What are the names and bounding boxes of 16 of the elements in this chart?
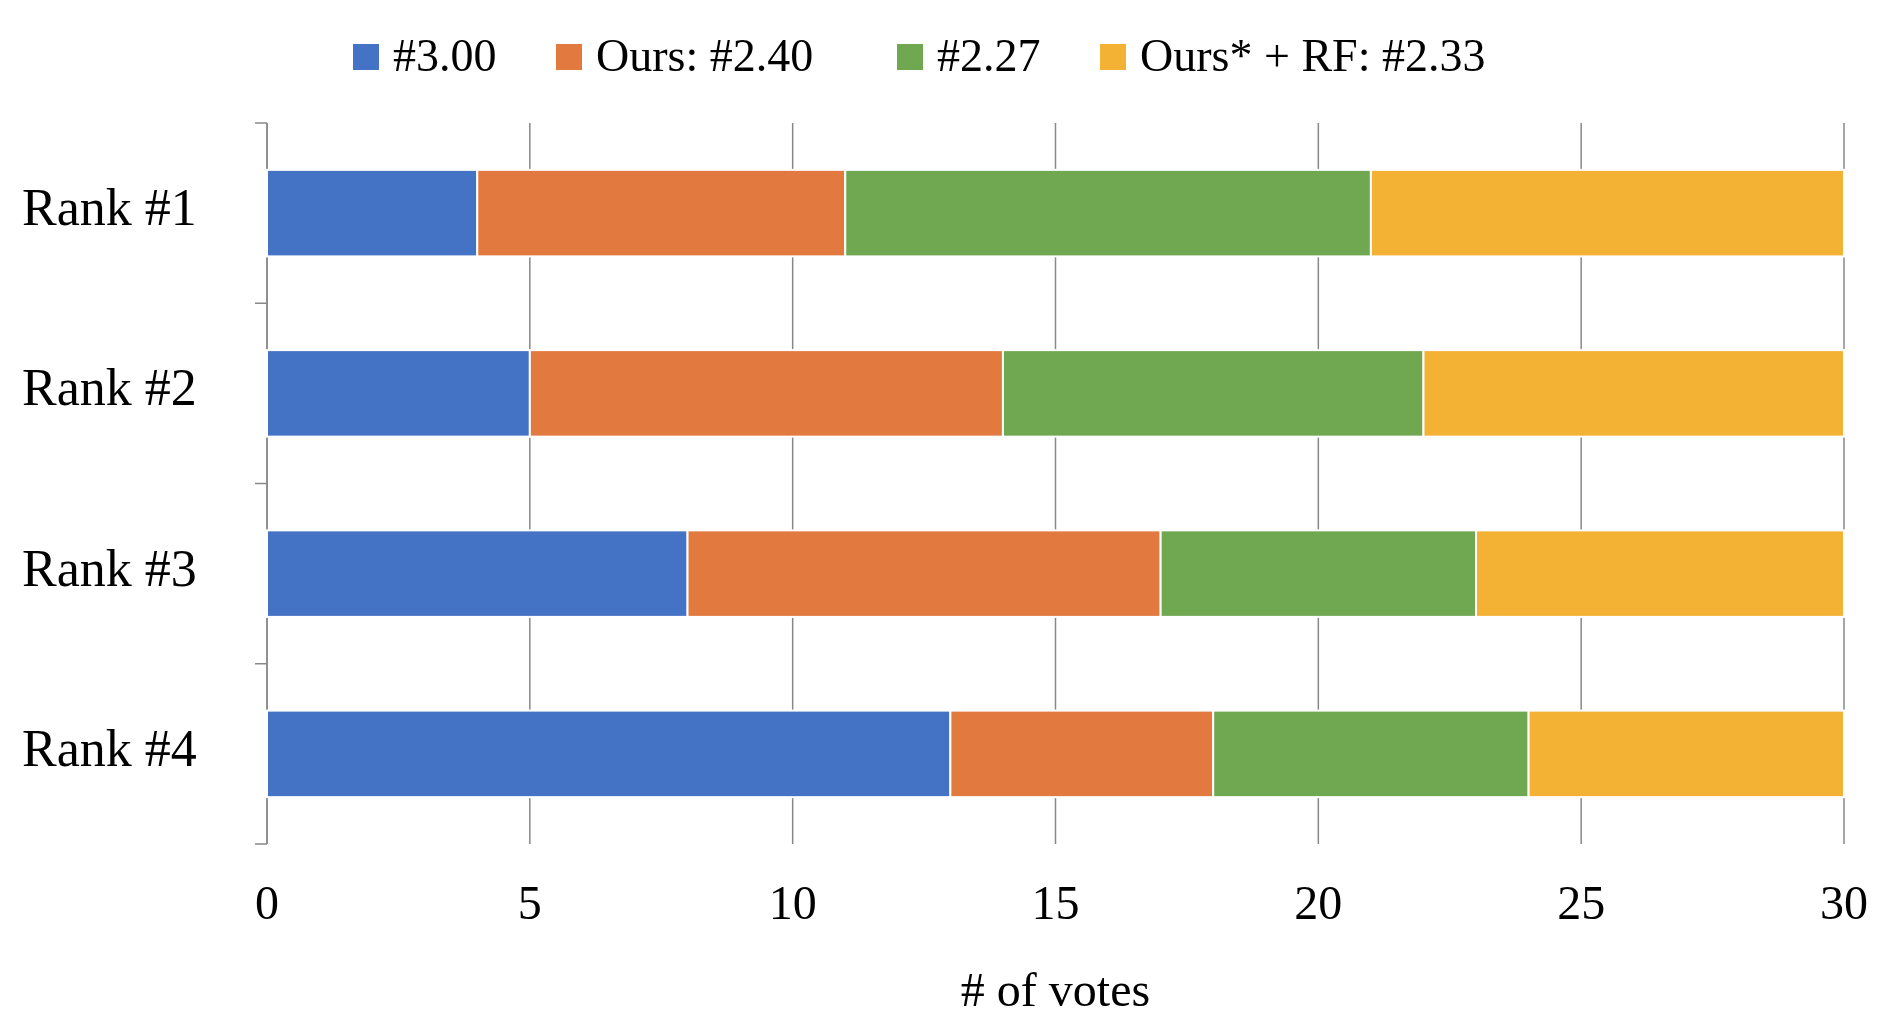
y-tick-label: Rank #3 (22, 539, 197, 597)
legend-label: Ours: #2.40 (596, 29, 814, 81)
y-tick-label: Rank #1 (22, 179, 197, 237)
y-tick-label: Rank #4 (22, 719, 197, 777)
x-tick-label: 30 (1820, 876, 1868, 929)
x-axis-title: # of votes (960, 963, 1151, 1016)
y-tick-label: Rank #2 (22, 359, 197, 417)
x-tick-label: 15 (1031, 876, 1080, 929)
x-tick-label: 10 (768, 876, 817, 929)
legend-label: Ours* + RF: #2.33 (1140, 29, 1486, 81)
x-tick-label: 25 (1557, 876, 1606, 929)
legend-label: #3.00 (393, 29, 497, 81)
legend-label: #2.27 (937, 29, 1041, 81)
x-tick-label: 0 (255, 876, 279, 929)
x-tick-label: 5 (517, 876, 542, 929)
x-tick-label: 20 (1294, 876, 1343, 929)
